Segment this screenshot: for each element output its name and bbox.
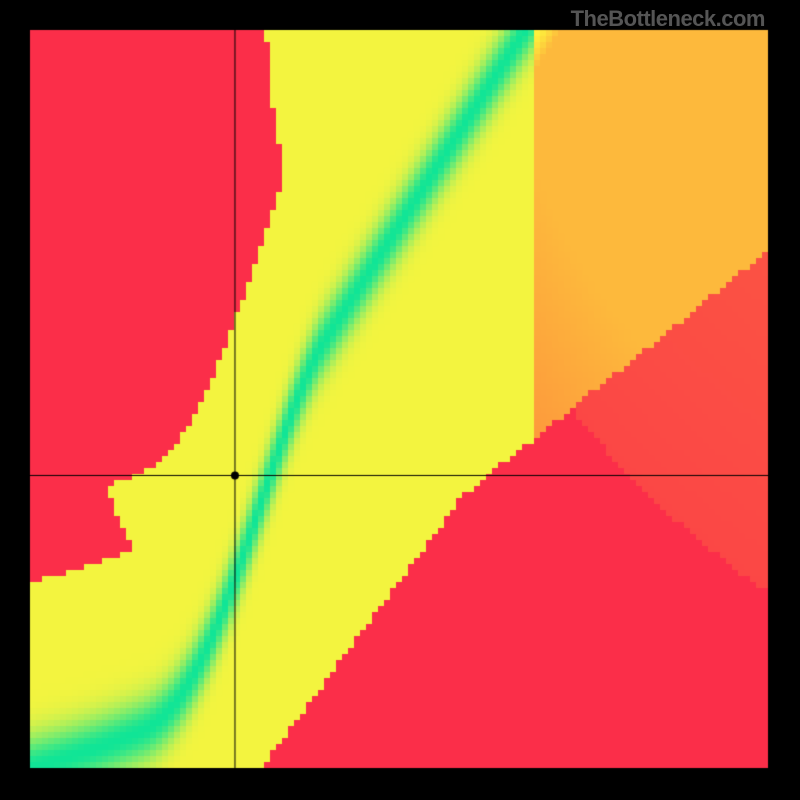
bottleneck-heatmap bbox=[0, 0, 800, 800]
watermark-text: TheBottleneck.com bbox=[571, 6, 765, 32]
